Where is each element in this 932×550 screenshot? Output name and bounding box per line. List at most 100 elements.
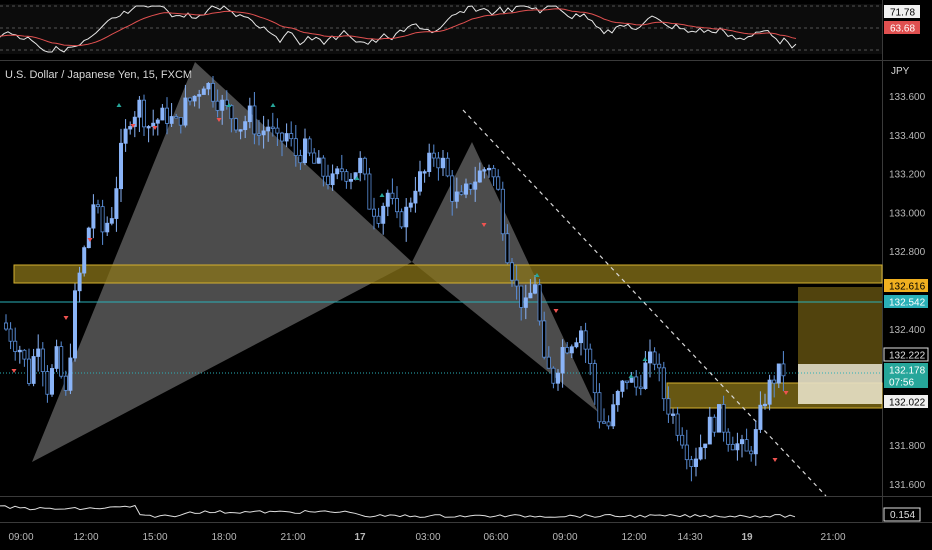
chart-title: U.S. Dollar / Japanese Yen, 15, FXCM [5, 69, 192, 81]
candle [4, 314, 9, 331]
candle [473, 166, 478, 202]
candle [187, 97, 192, 106]
time-tick-label: 12:00 [621, 532, 646, 543]
candle [307, 136, 312, 157]
price-tag: 132.616 [884, 279, 928, 293]
candle [404, 198, 409, 242]
candle [588, 343, 593, 376]
candle [141, 94, 146, 136]
candle [362, 156, 367, 181]
time-tick-label: 21:00 [280, 532, 305, 543]
candle [753, 420, 758, 466]
candle [615, 389, 620, 412]
candle [772, 375, 777, 398]
candle [445, 152, 450, 178]
candle [528, 279, 533, 299]
candle [247, 97, 252, 129]
candle [431, 144, 436, 167]
svg-text:71.78: 71.78 [890, 8, 915, 19]
buy-signal-marker [534, 273, 540, 277]
rsi-value-tag: 71.78 [884, 5, 920, 19]
candle [50, 364, 55, 397]
candle [694, 447, 699, 477]
time-tick-label: 09:00 [552, 532, 577, 543]
price-tag: 07:56 [884, 375, 928, 389]
candle [684, 429, 689, 470]
candle [210, 75, 215, 108]
svg-text:0.154: 0.154 [890, 510, 915, 521]
svg-text:63.68: 63.68 [890, 24, 915, 35]
candle [509, 258, 514, 287]
candle [215, 89, 220, 118]
candle [371, 197, 376, 230]
candle [602, 408, 607, 424]
candle [183, 84, 188, 128]
sell-signal-marker [481, 223, 487, 227]
svg-text:132.616: 132.616 [889, 282, 926, 293]
candle [712, 414, 717, 437]
candle [583, 322, 588, 363]
projection-zone-upper [798, 287, 882, 364]
candle [740, 434, 745, 458]
candle [160, 104, 165, 121]
candle [661, 361, 666, 411]
candle [634, 370, 639, 396]
candle [652, 347, 657, 371]
svg-text:07:56: 07:56 [889, 378, 914, 389]
candle [560, 339, 565, 388]
candle [620, 379, 625, 398]
candle [767, 374, 772, 411]
candle [330, 164, 335, 191]
candle [302, 128, 307, 166]
candle [427, 143, 432, 177]
candle [496, 169, 501, 191]
candle [523, 284, 528, 320]
time-tick-label: 18:00 [211, 532, 236, 543]
time-tick-label: 06:00 [483, 532, 508, 543]
sell-signal-marker [783, 391, 789, 395]
candle [367, 167, 372, 210]
price-tick-label: 131.600 [889, 480, 926, 491]
time-tick-label: 03:00 [415, 532, 440, 543]
candle [54, 339, 59, 373]
candle [385, 189, 390, 217]
candle [500, 181, 505, 241]
candle [169, 103, 174, 128]
rsi-value-tag: 63.68 [884, 21, 920, 35]
candle [192, 95, 197, 107]
svg-text:132.178: 132.178 [889, 366, 926, 377]
projection-zone-lower [798, 364, 882, 404]
upper-zone [13, 264, 883, 284]
price-tick-label: 133.200 [889, 170, 926, 181]
rsi-panel [0, 4, 882, 54]
candle [105, 216, 110, 236]
candle [220, 94, 225, 125]
candle [703, 443, 708, 460]
candle [625, 380, 630, 390]
volume-line [0, 504, 796, 519]
candle [256, 119, 261, 146]
volume-value-tag: 0.154 [883, 507, 921, 522]
candle [569, 344, 574, 359]
time-tick-label: 12:00 [73, 532, 98, 543]
sell-signal-marker [63, 316, 69, 320]
candle [321, 155, 326, 187]
buy-signal-marker [642, 357, 648, 361]
candle [178, 117, 183, 134]
time-tick-label: 17 [354, 532, 366, 543]
candle [450, 170, 455, 216]
candle [123, 119, 128, 152]
candle [468, 183, 473, 195]
sell-signal-marker [553, 309, 559, 313]
candle [606, 415, 611, 430]
candle [477, 162, 482, 183]
candle [556, 369, 561, 391]
sell-signal-marker [87, 238, 93, 242]
candle [390, 178, 395, 205]
candle [666, 386, 671, 423]
candle [417, 160, 422, 196]
candle [40, 342, 45, 387]
candle [146, 125, 151, 143]
